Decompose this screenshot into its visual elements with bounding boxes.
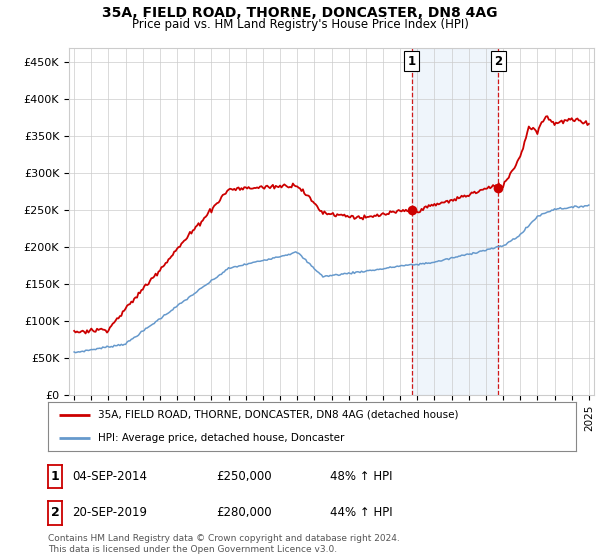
Bar xyxy=(412,48,498,395)
Text: 2: 2 xyxy=(51,506,59,520)
Text: 1: 1 xyxy=(407,54,416,68)
Text: 35A, FIELD ROAD, THORNE, DONCASTER, DN8 4AG (detached house): 35A, FIELD ROAD, THORNE, DONCASTER, DN8 … xyxy=(98,410,458,420)
Text: HPI: Average price, detached house, Doncaster: HPI: Average price, detached house, Donc… xyxy=(98,433,344,444)
Text: 48% ↑ HPI: 48% ↑ HPI xyxy=(330,470,392,483)
Text: Contains HM Land Registry data © Crown copyright and database right 2024.
This d: Contains HM Land Registry data © Crown c… xyxy=(48,534,400,554)
Text: 20-SEP-2019: 20-SEP-2019 xyxy=(72,506,147,520)
Text: Price paid vs. HM Land Registry's House Price Index (HPI): Price paid vs. HM Land Registry's House … xyxy=(131,18,469,31)
Text: 1: 1 xyxy=(51,470,59,483)
Text: £250,000: £250,000 xyxy=(216,470,272,483)
Text: £280,000: £280,000 xyxy=(216,506,272,520)
Text: 2: 2 xyxy=(494,54,502,68)
Text: 04-SEP-2014: 04-SEP-2014 xyxy=(72,470,147,483)
Text: 44% ↑ HPI: 44% ↑ HPI xyxy=(330,506,392,520)
Text: 35A, FIELD ROAD, THORNE, DONCASTER, DN8 4AG: 35A, FIELD ROAD, THORNE, DONCASTER, DN8 … xyxy=(102,6,498,20)
